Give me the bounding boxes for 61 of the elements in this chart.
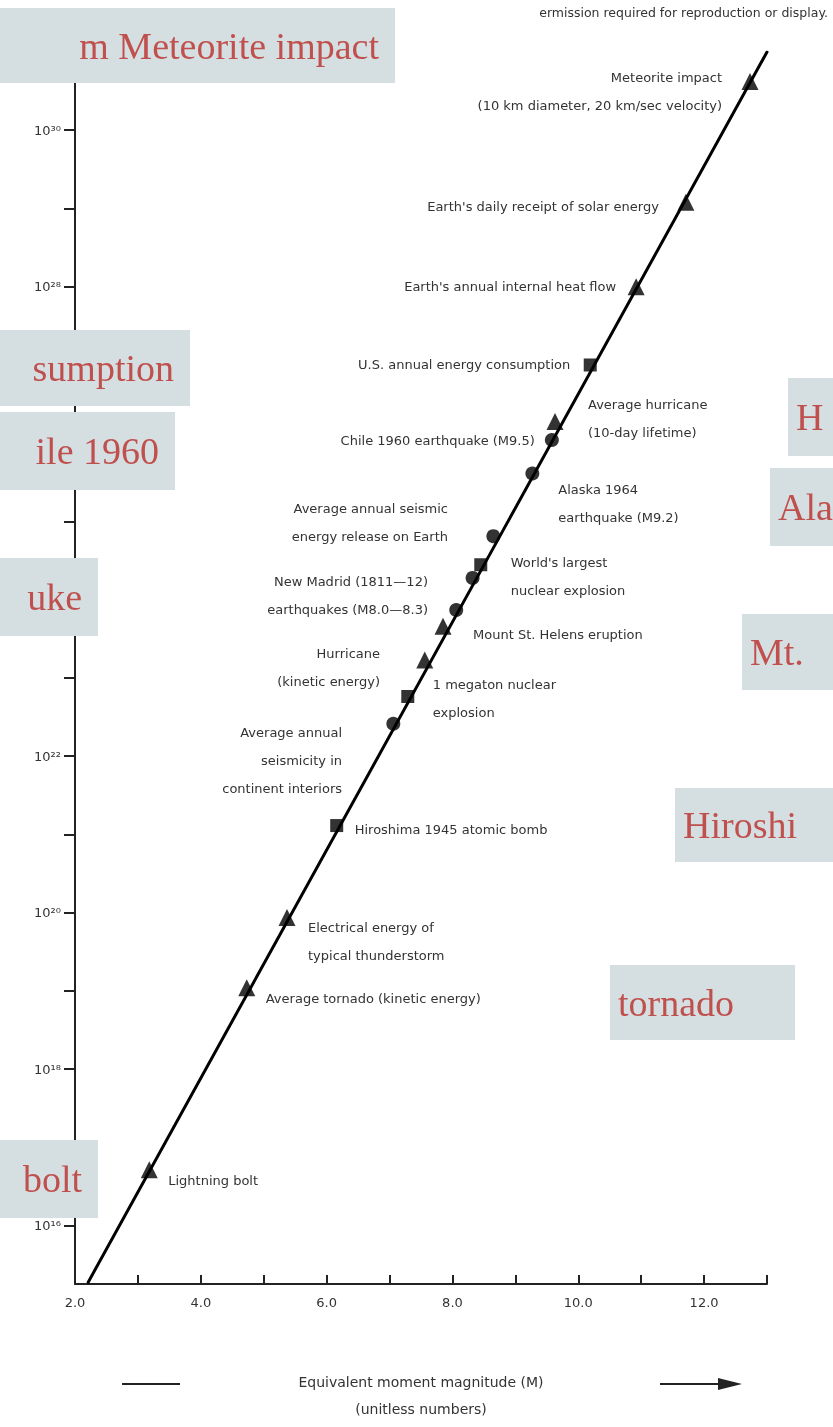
- y-tick-label: 10¹⁶: [34, 1218, 61, 1234]
- annotation: bolt: [22, 1158, 83, 1200]
- point: [434, 617, 452, 635]
- annotation: Chile 1960 earthquake (M9.5): [340, 432, 535, 448]
- y-tick-label: 10³⁰: [34, 122, 61, 138]
- annotation: Hiroshima 1945 atomic bomb: [354, 822, 548, 838]
- point: [416, 651, 434, 669]
- x-tick-label: 10.0: [563, 1295, 593, 1310]
- annotation: Earth's daily receipt of solar energy: [427, 198, 660, 214]
- annotation: Average annual seismicity in continent interiors: [222, 724, 343, 796]
- point: [486, 529, 501, 544]
- point: [474, 558, 488, 572]
- point: [140, 1161, 158, 1179]
- annotation: ile 1960: [35, 430, 159, 472]
- annotation: Hiroshi: [683, 804, 797, 846]
- annotation: tornado: [618, 981, 735, 1024]
- point: [465, 570, 480, 585]
- x-axis-title: Equivalent moment magnitude (M) (unitless numbers): [298, 1373, 544, 1417]
- x-tick-label: 4.0: [190, 1295, 212, 1310]
- annotation: uke: [27, 576, 82, 618]
- x-tick-label: 12.0: [689, 1295, 719, 1310]
- annotation: Alaska 1964 earthquake (M9.2): [558, 482, 679, 526]
- point: [677, 193, 695, 211]
- annotation: Average tornado (kinetic energy): [265, 991, 481, 1007]
- point: [525, 466, 540, 481]
- x-tick-label: 2.0: [64, 1295, 86, 1310]
- annotation: sumption: [32, 347, 174, 389]
- annotation: Hurricane (kinetic energy): [277, 645, 380, 689]
- annotation: Earth's annual internal heat flow: [404, 279, 617, 295]
- annotation: Average hurricane (10-day lifetime): [588, 396, 708, 440]
- annotation: Mount St. Helens eruption: [473, 626, 643, 642]
- y-tick-label: 10²⁰: [34, 905, 61, 921]
- y-tick-label: 10²⁸: [34, 279, 61, 295]
- point: [546, 412, 564, 430]
- point: [449, 602, 464, 617]
- point: [544, 433, 559, 447]
- y-tick-label: 10¹⁸: [34, 1061, 61, 1077]
- point: [583, 358, 597, 372]
- y-tick-label: 10²²: [34, 748, 61, 764]
- annotation: m Meteorite impact: [79, 24, 380, 67]
- annotation: Meteorite impact (10 km diameter, 20 km/sec velocity): [477, 69, 723, 113]
- point: [627, 278, 645, 296]
- point: [238, 979, 256, 997]
- text: ermission required for reproduction or display.: [539, 4, 828, 20]
- annotation: Electrical energy of typical thunderstorm: [308, 919, 445, 963]
- point: [330, 819, 344, 833]
- annotation: World's largest nuclear explosion: [510, 555, 626, 599]
- annotation: New Madrid (1811—12) earthquakes (M8.0—8.3): [267, 573, 428, 617]
- annotation: Average annual seismic energy release on Earth: [291, 500, 448, 544]
- x-tick-label: 6.0: [316, 1295, 337, 1310]
- annotation: 1 megaton nuclear explosion: [432, 677, 557, 720]
- x-tick-label: 8.0: [442, 1295, 463, 1310]
- annotation: Mt.: [750, 631, 804, 673]
- point: [401, 690, 415, 703]
- annotation: Lightning bolt: [168, 1173, 259, 1189]
- text: Ala: [778, 486, 833, 528]
- text: H: [796, 396, 824, 438]
- point: [386, 716, 401, 731]
- point: [741, 72, 759, 90]
- annotation: U.S. annual energy consumption: [358, 357, 571, 373]
- point: [278, 908, 296, 926]
